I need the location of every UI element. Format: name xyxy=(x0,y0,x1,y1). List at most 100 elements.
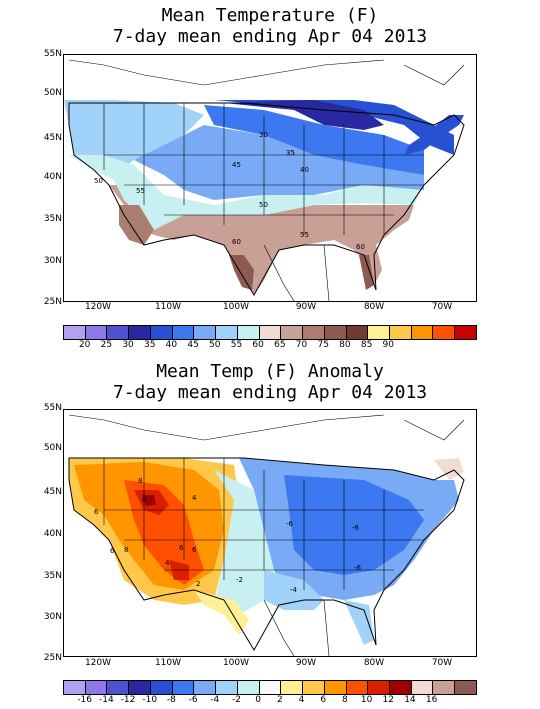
panel1-region-ne xyxy=(404,115,464,155)
panel2-contour-label: 8 xyxy=(138,477,142,485)
panel2-region-neutral xyxy=(214,470,274,615)
panel2-region-m6 xyxy=(284,475,424,575)
panel1-canada-lines xyxy=(68,59,465,86)
colorbar-swatch xyxy=(368,681,391,694)
panel2-contour-label: 8 xyxy=(142,496,146,504)
colorbar-swatch xyxy=(281,681,304,694)
panel1-title-line2: 7-day mean ending Apr 04 2013 xyxy=(112,26,428,47)
colorbar-swatch xyxy=(85,681,108,694)
colorbar-label: -4 xyxy=(210,695,220,705)
panel2-lon-label: 120W xyxy=(84,658,112,668)
panel1-contour-label: 50 xyxy=(94,177,103,185)
panel2-contour-label: 4 xyxy=(192,494,197,502)
colorbar-swatch xyxy=(281,326,304,339)
panel2-contour-label: -6 xyxy=(354,564,362,572)
colorbar-swatch xyxy=(150,681,173,694)
colorbar-swatch xyxy=(324,326,347,339)
panel2-lat-label: 30N xyxy=(43,612,62,622)
colorbar-label: -2 xyxy=(231,695,241,705)
panel2-colorbar xyxy=(63,680,477,695)
colorbar-swatch xyxy=(150,326,173,339)
colorbar-swatch xyxy=(194,326,217,339)
panel1-contour-label: 60 xyxy=(356,243,365,251)
colorbar-label: 45 xyxy=(187,340,199,350)
panel2-contour-label: -6 xyxy=(286,520,294,528)
panel2-mexico-lines xyxy=(263,599,330,656)
panel2-region-12 xyxy=(142,495,156,506)
panel1-lat-label: 30N xyxy=(43,256,62,266)
panel2-map: 8 6 8 8 4 6 6 6 4 2 -2 -4 -6 -6 -6 xyxy=(63,409,477,657)
colorbar-swatch xyxy=(455,681,476,694)
colorbar-swatch xyxy=(390,681,412,694)
panel2-contour-label: 6 xyxy=(110,547,115,555)
panel1-lon-label: 110W xyxy=(154,302,182,312)
colorbar-label: 10 xyxy=(360,695,373,705)
panel2-colorbar-labels: -16 -14 -12 -10 -8 -6 -4 -2 0 2 4 6 8 10 12 14 16 xyxy=(63,695,475,707)
panel2-contour-label: -2 xyxy=(236,576,243,584)
panel1-lon-label: 80W xyxy=(363,302,385,312)
colorbar-swatch xyxy=(129,326,151,339)
panel2-region-fl xyxy=(344,600,374,645)
panel1-lat-label: 40N xyxy=(43,172,62,182)
panel1-map: 30 35 40 45 50 50 55 55 60 60 xyxy=(63,54,477,302)
colorbar-label: 6 xyxy=(320,695,327,705)
panel1-colorbar xyxy=(63,325,477,340)
colorbar-swatch xyxy=(194,681,217,694)
panel2-state-borders xyxy=(103,458,424,590)
colorbar-swatch xyxy=(64,681,86,694)
colorbar-label: 70 xyxy=(295,340,308,350)
colorbar-label: 2 xyxy=(276,695,283,705)
panel1-lat-label: 35N xyxy=(43,214,62,224)
panel1-lat-label: 50N xyxy=(43,88,62,98)
panel1-region-30 xyxy=(224,100,384,130)
colorbar-label: 14 xyxy=(404,695,416,705)
colorbar-label: 12 xyxy=(382,695,394,705)
colorbar-swatch xyxy=(129,681,151,694)
panel2-contour-label: 6 xyxy=(179,544,184,552)
colorbar-swatch xyxy=(237,326,260,339)
colorbar-label: 60 xyxy=(252,340,264,350)
colorbar-label: -6 xyxy=(188,695,198,705)
colorbar-label: 25 xyxy=(100,340,113,350)
panel1-lat-label: 45N xyxy=(43,133,62,143)
panel2-contour-label: 4 xyxy=(165,559,170,567)
panel1-mexico-lines xyxy=(263,244,330,301)
colorbar-swatch xyxy=(411,681,434,694)
panel2-title-line1: Mean Temp (F) Anomaly xyxy=(156,361,384,382)
panel2-lon-label: 100W xyxy=(222,658,250,668)
panel2-canada-lines xyxy=(68,414,465,441)
colorbar-label: 90 xyxy=(382,340,394,350)
panel2-lon-label: 80W xyxy=(363,658,385,668)
colorbar-swatch xyxy=(303,326,325,339)
panel2-lon-label: 70W xyxy=(431,658,453,668)
panel1-region-fl xyxy=(359,255,374,290)
panel2-region-yellow xyxy=(194,590,249,635)
panel2-title-line2: 7-day mean ending Apr 04 2013 xyxy=(112,382,428,403)
colorbar-swatch xyxy=(172,326,195,339)
colorbar-swatch xyxy=(346,681,369,694)
panel1-contour-label: 40 xyxy=(300,166,309,174)
panel2-contour-label: -6 xyxy=(352,524,360,532)
panel1-contour-label: 60 xyxy=(232,238,241,246)
colorbar-label: 75 xyxy=(317,340,329,350)
panel2-lat-label: 55N xyxy=(43,403,62,413)
colorbar-label: -16 xyxy=(77,695,93,705)
panel2-lat-label: 50N xyxy=(43,443,62,453)
colorbar-label: 4 xyxy=(298,695,305,705)
panel1-region-50 xyxy=(134,125,424,200)
panel2-lat-label: 35N xyxy=(43,571,62,581)
panel1-colorbar-labels: 20 25 30 35 40 45 50 55 60 65 70 75 80 85 90 xyxy=(63,340,475,352)
colorbar-swatch xyxy=(324,681,347,694)
colorbar-swatch xyxy=(107,681,130,694)
panel1-lon-label: 120W xyxy=(84,302,112,312)
panel2-lon-label: 110W xyxy=(154,658,182,668)
panel1-coastline xyxy=(68,102,465,296)
colorbar-swatch xyxy=(259,681,282,694)
colorbar-swatch xyxy=(390,326,412,339)
colorbar-label: 0 xyxy=(255,695,262,705)
colorbar-swatch xyxy=(237,681,260,694)
colorbar-label: -10 xyxy=(142,695,158,705)
panel2-lon-label: 90W xyxy=(295,658,317,668)
panel2-contour-label: 6 xyxy=(192,546,197,554)
panel2-contour-label: 6 xyxy=(94,508,99,516)
